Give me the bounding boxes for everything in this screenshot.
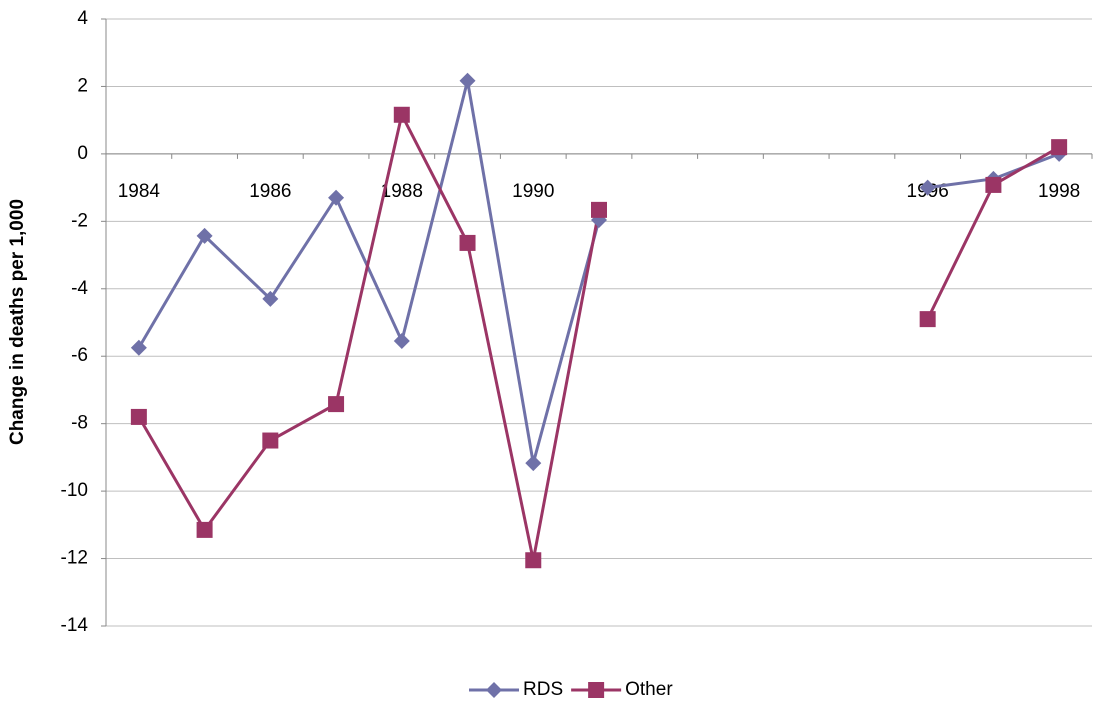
x-tick-label: 1988 <box>381 181 423 202</box>
y-tick-label: -14 <box>61 615 89 636</box>
y-axis-label: Change in deaths per 1,000 <box>7 199 28 445</box>
y-tick-label: -6 <box>71 345 88 366</box>
point <box>130 408 147 425</box>
y-tick-label: -12 <box>61 548 88 569</box>
y-tick-label: -4 <box>71 278 88 299</box>
point <box>525 552 542 569</box>
y-tick-label: 4 <box>77 8 88 29</box>
legend-marker <box>486 682 502 698</box>
y-tick-label: -8 <box>71 413 88 434</box>
series-line <box>137 80 1060 464</box>
point <box>328 189 345 206</box>
point <box>196 521 213 538</box>
point <box>525 455 542 472</box>
x-tick-label: 1990 <box>512 181 554 202</box>
point <box>130 339 147 356</box>
legend-label: Other <box>625 679 673 700</box>
y-tick-label: 2 <box>77 75 88 96</box>
point <box>919 311 936 328</box>
point <box>393 333 410 350</box>
point <box>196 227 213 244</box>
point <box>459 72 476 89</box>
point <box>459 234 476 251</box>
y-tick-label: -10 <box>61 480 88 501</box>
point <box>393 106 410 123</box>
point <box>919 179 936 196</box>
point <box>328 396 345 413</box>
point <box>262 290 279 307</box>
point <box>262 432 279 449</box>
legend-marker <box>588 682 605 698</box>
legend-label: RDS <box>523 679 563 700</box>
y-tick-label: 0 <box>77 143 88 164</box>
point <box>1051 139 1068 156</box>
x-tick-label: 1984 <box>118 181 161 202</box>
x-tick-label: 1998 <box>1038 181 1080 202</box>
y-tick-label: -2 <box>71 210 88 231</box>
point <box>591 201 607 218</box>
x-tick-label: 1986 <box>249 181 291 202</box>
point <box>985 176 1002 193</box>
